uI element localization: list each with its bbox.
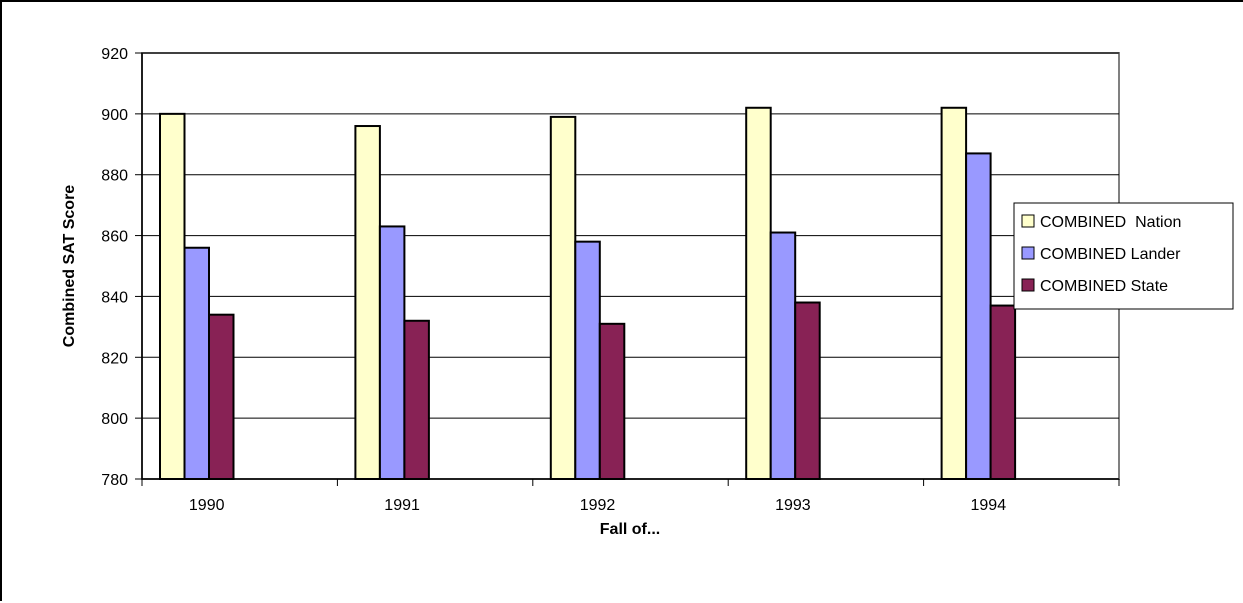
y-tick-label: 880 — [101, 168, 128, 185]
y-tick-label: 840 — [101, 289, 128, 306]
x-tick-label: 1992 — [580, 497, 616, 514]
bar-1991-series-1 — [354, 125, 381, 481]
bar-1993-series-1 — [745, 106, 772, 481]
bar-1993-series-3 — [794, 301, 821, 480]
bar-1990-series-1 — [159, 112, 186, 480]
bar-1992-series-2 — [574, 240, 601, 480]
legend-swatch — [1021, 278, 1035, 292]
y-tick-label: 800 — [101, 411, 128, 428]
y-tick-label: 900 — [101, 107, 128, 124]
bar-1990-series-2 — [183, 246, 210, 480]
legend-label: COMBINED Nation — [1040, 214, 1181, 231]
bar-1994-series-3 — [989, 304, 1017, 480]
bar-1990-series-3 — [208, 313, 235, 480]
legend-swatch — [1021, 214, 1035, 228]
bar-1993-series-2 — [769, 231, 797, 480]
bar-1992-series-1 — [549, 115, 577, 481]
x-tick-label: 1991 — [384, 497, 420, 514]
x-axis-title: Fall of... — [600, 521, 660, 538]
axes — [141, 53, 1119, 480]
bar-1991-series-2 — [378, 225, 406, 480]
y-axis-title: Combined SAT Score — [61, 185, 78, 347]
legend-box — [1013, 202, 1234, 310]
bar-1994-series-1 — [940, 106, 968, 481]
legend: COMBINED Nation COMBINED Lander COMBINED S… — [1013, 202, 1234, 310]
y-tick-label: 780 — [101, 472, 128, 489]
bar-1994-series-2 — [965, 152, 992, 481]
y-tick-labels: 780 800 820 840 860 880 900 920 — [101, 46, 142, 489]
legend-label: COMBINED Lander — [1040, 246, 1181, 263]
y-tick-label: 920 — [101, 46, 128, 63]
legend-label: COMBINED State — [1040, 278, 1168, 295]
bar-1992-series-3 — [598, 322, 626, 481]
x-tick-label: 1994 — [971, 497, 1007, 514]
y-tick-label: 820 — [101, 350, 128, 367]
x-tick-labels: 1990 1991 1992 1993 1994 — [141, 479, 1120, 514]
x-tick-label: 1990 — [189, 497, 225, 514]
y-tick-label: 860 — [101, 229, 128, 246]
legend-swatch — [1021, 246, 1035, 260]
x-tick-label: 1993 — [775, 497, 811, 514]
bar-1991-series-3 — [403, 319, 430, 480]
bars — [159, 106, 1017, 481]
